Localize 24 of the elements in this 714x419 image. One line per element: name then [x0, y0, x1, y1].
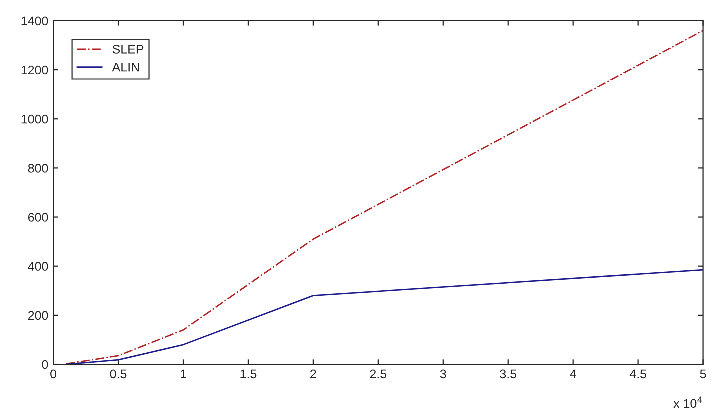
x-tick-label: 3.5: [500, 370, 517, 379]
y-tick-label: 600: [28, 213, 48, 222]
y-tick-label: 1000: [22, 114, 48, 124]
line-series: [66, 269, 704, 365]
y-tick-label: 1200: [22, 66, 48, 75]
x-tick-label: 0.5: [110, 370, 127, 379]
x-tick-label: 1: [180, 370, 186, 378]
x-tick-label: 1.5: [240, 370, 257, 379]
y-tick-label: 1400: [22, 16, 48, 26]
text: x 10$^{4}$: [674, 396, 702, 408]
x-tick-label: 2: [310, 370, 316, 378]
x-tick-label: 2.5: [370, 370, 387, 379]
y-tick-label: 0: [42, 360, 48, 370]
line-series: [66, 30, 704, 365]
y-tick-label: 400: [28, 262, 48, 272]
x-tick-label: 4: [570, 370, 576, 378]
legend-label: SLEP: [112, 45, 144, 54]
y-tick-label: 800: [28, 164, 48, 173]
x-tick-label: 5: [700, 370, 706, 379]
y-tick-label: 200: [28, 311, 48, 320]
legend-label: ALIN: [112, 63, 140, 72]
x-tick-label: 4.5: [630, 370, 646, 379]
x-tick-label: 0: [50, 370, 57, 379]
x-tick-label: 3: [440, 370, 446, 379]
